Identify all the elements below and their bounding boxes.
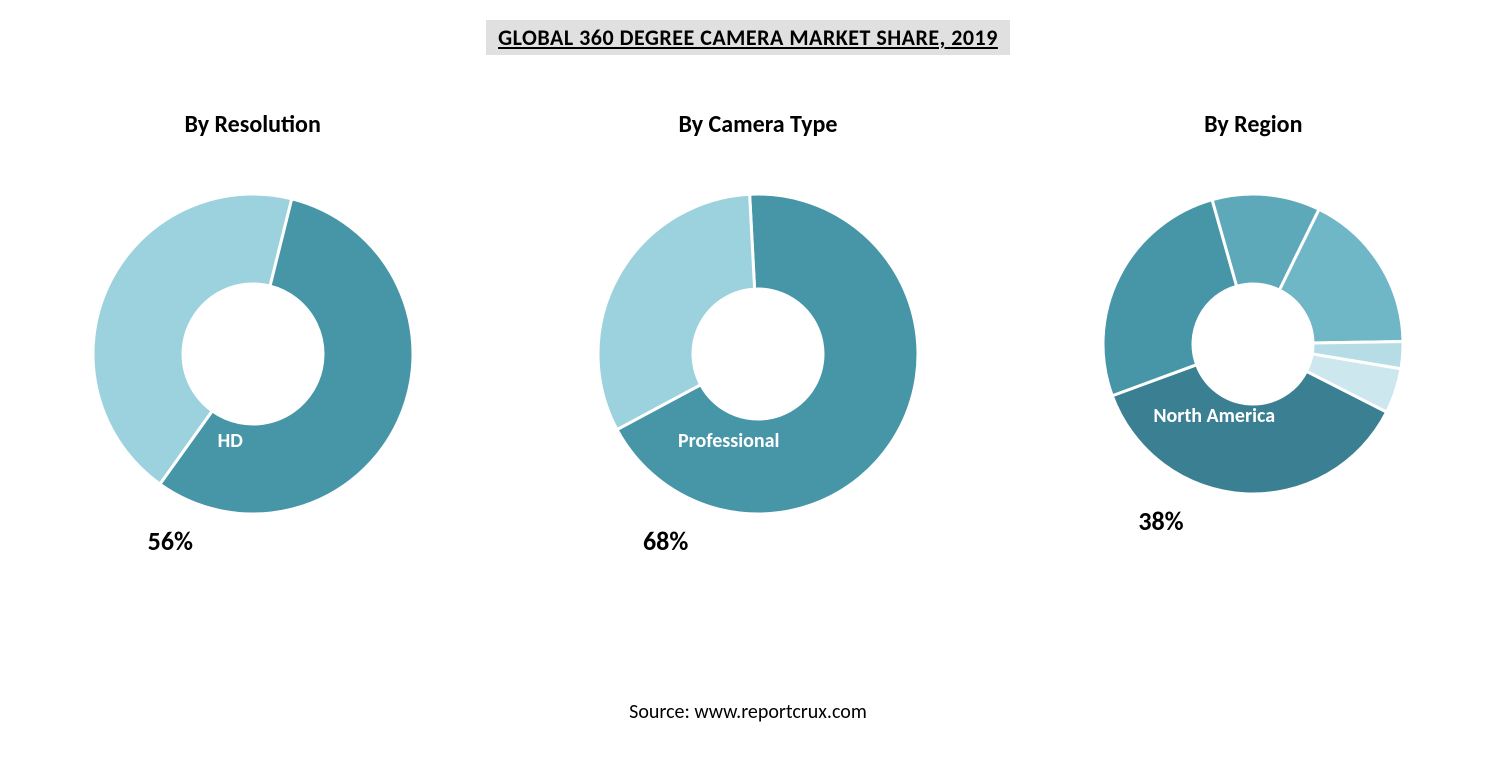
chart-subtitle: By Region <box>1204 110 1302 139</box>
charts-row: By Resolution HD 56% By Camera Type Professi… <box>0 110 1496 557</box>
donut-wrap: Professional <box>593 189 923 519</box>
percent-label: 68% <box>593 525 923 557</box>
percent-label: 56% <box>88 525 418 557</box>
donut-wrap: North America <box>1098 189 1408 499</box>
chart-subtitle: By Resolution <box>184 110 320 139</box>
chart-region: By Region North America 38% <box>1098 110 1408 537</box>
chart-subtitle: By Camera Type <box>679 110 838 139</box>
donut-wrap: HD <box>88 189 418 519</box>
donut-chart <box>593 189 923 519</box>
donut-chart <box>88 189 418 519</box>
page-title: GLOBAL 360 DEGREE CAMERA MARKET SHARE, 2… <box>486 20 1010 55</box>
chart-resolution: By Resolution HD 56% <box>88 110 418 557</box>
source-text: Source: www.reportcrux.com <box>0 700 1496 724</box>
chart-camera_type: By Camera Type Professional 68% <box>593 110 923 557</box>
donut-slice <box>1103 200 1237 396</box>
donut-chart <box>1098 189 1408 499</box>
donut-slice <box>598 194 755 429</box>
page-header: GLOBAL 360 DEGREE CAMERA MARKET SHARE, 2… <box>0 20 1496 55</box>
percent-label: 38% <box>1098 505 1408 537</box>
